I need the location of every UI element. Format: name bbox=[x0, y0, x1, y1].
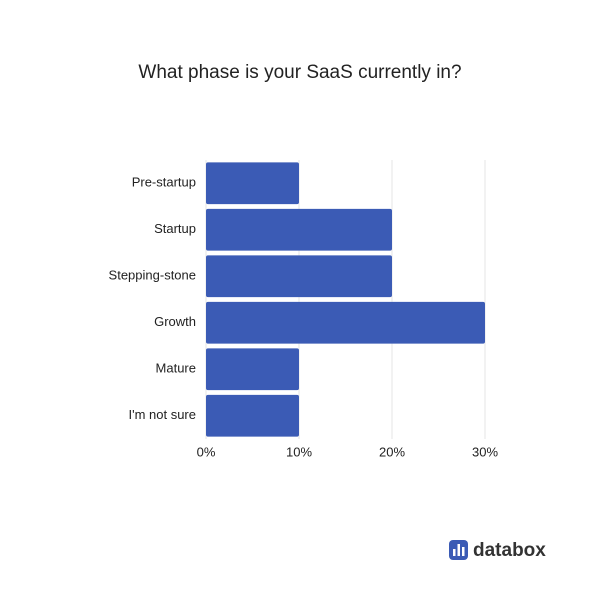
x-tick-label: 30% bbox=[472, 444, 498, 459]
bar bbox=[206, 348, 299, 391]
bar bbox=[206, 208, 392, 251]
y-tick-label: Stepping-stone bbox=[109, 268, 196, 283]
logo-text: databox bbox=[473, 540, 546, 561]
logo-icon-bar bbox=[462, 547, 465, 556]
x-tick-label: 0% bbox=[197, 444, 216, 459]
x-tick-label: 10% bbox=[286, 444, 312, 459]
x-tick-label: 20% bbox=[379, 444, 405, 459]
y-tick-label: I'm not sure bbox=[128, 407, 196, 422]
logo: databox bbox=[449, 540, 546, 561]
logo-icon-bar bbox=[457, 544, 460, 556]
bar bbox=[206, 394, 299, 437]
y-tick-label: Growth bbox=[154, 314, 196, 329]
y-tick-label: Mature bbox=[156, 361, 196, 376]
y-tick-label: Pre-startup bbox=[132, 175, 196, 190]
bar bbox=[206, 255, 392, 298]
y-tick-label: Startup bbox=[154, 221, 196, 236]
bar bbox=[206, 162, 299, 205]
bar bbox=[206, 301, 485, 344]
logo-icon-bar bbox=[453, 549, 456, 556]
chart-title: What phase is your SaaS currently in? bbox=[138, 62, 461, 83]
